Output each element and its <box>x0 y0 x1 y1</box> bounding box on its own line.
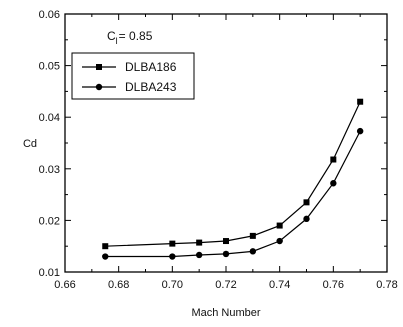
data-point-dlba186 <box>357 98 364 105</box>
data-point-dlba186 <box>303 199 310 206</box>
data-point-dlba243 <box>195 251 203 259</box>
axis-ticks <box>64 13 388 273</box>
legend: DLBA186 DLBA243 <box>71 52 195 100</box>
x-axis-title: Mach Number <box>191 307 260 319</box>
data-point-dlba243 <box>222 250 230 258</box>
legend-marker-dlba243 <box>95 83 103 91</box>
legend-marker-dlba186 <box>96 64 102 70</box>
y-tick-label: 0.02 <box>39 215 60 227</box>
data-point-dlba186 <box>223 238 229 245</box>
series-line-dlba186 <box>105 101 361 247</box>
x-tick-label: 0.78 <box>376 279 397 291</box>
data-point-dlba243 <box>276 237 283 245</box>
y-tick-label: 0.04 <box>39 112 60 124</box>
axis-tick-labels: 0.66 0.68 0.70 0.72 0.74 0.76 0.78 0.01 0.02 0.03… <box>39 9 398 291</box>
data-point-dlba243 <box>169 253 176 260</box>
data-point-dlba186 <box>169 240 176 247</box>
series-line-dlba243 <box>105 130 361 258</box>
data-point-dlba243 <box>249 248 257 255</box>
data-point-dlba243 <box>303 215 310 223</box>
data-point-dlba186 <box>276 222 283 229</box>
data-point-dlba186 <box>102 243 109 250</box>
y-axis-title: Cd <box>23 138 37 150</box>
lift-coefficient-annotation: Cl= 0.85 <box>107 29 153 46</box>
y-tick-label: 0.01 <box>39 267 60 279</box>
x-tick-label: 0.74 <box>269 279 290 291</box>
data-point-dlba186 <box>330 156 337 163</box>
legend-label-dlba186: DLBA186 <box>125 60 177 74</box>
data-point-dlba243 <box>102 253 109 260</box>
data-point-dlba243 <box>356 127 364 135</box>
x-tick-label: 0.76 <box>323 279 344 291</box>
legend-label-dlba243: DLBA243 <box>125 80 177 94</box>
data-point-dlba243 <box>330 180 337 187</box>
series-layer <box>102 98 364 260</box>
x-tick-label: 0.72 <box>215 279 236 291</box>
data-point-dlba186 <box>196 239 203 246</box>
y-tick-label: 0.05 <box>39 61 60 73</box>
x-tick-label: 0.68 <box>108 279 129 291</box>
data-point-dlba186 <box>249 232 256 239</box>
x-tick-label: 0.70 <box>162 279 183 291</box>
x-tick-label: 0.66 <box>54 279 75 291</box>
y-tick-label: 0.06 <box>39 9 60 21</box>
y-tick-label: 0.03 <box>39 164 60 176</box>
legend-box <box>71 52 195 100</box>
